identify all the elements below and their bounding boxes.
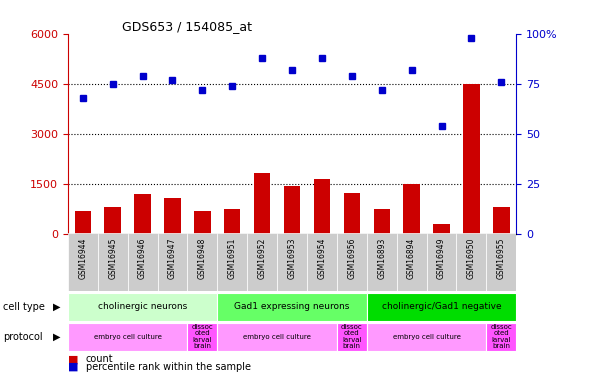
Bar — [486, 232, 516, 291]
Bar — [68, 232, 98, 291]
Text: ▶: ▶ — [53, 302, 61, 312]
Bar — [217, 292, 367, 321]
Bar — [74, 211, 91, 234]
Text: embryo cell culture: embryo cell culture — [243, 334, 311, 340]
Text: GSM16955: GSM16955 — [497, 237, 506, 279]
Text: GSM16945: GSM16945 — [108, 237, 117, 279]
Text: GSM16893: GSM16893 — [377, 237, 386, 279]
Text: cell type: cell type — [3, 302, 45, 312]
Bar — [224, 209, 241, 234]
Text: count: count — [86, 354, 113, 364]
Bar — [127, 232, 158, 291]
Bar — [188, 322, 217, 351]
Bar — [158, 232, 188, 291]
Text: GSM16954: GSM16954 — [317, 237, 326, 279]
Bar — [247, 232, 277, 291]
Text: GSM16948: GSM16948 — [198, 237, 207, 279]
Text: embryo cell culture: embryo cell culture — [94, 334, 162, 340]
Text: GSM16944: GSM16944 — [78, 237, 87, 279]
Bar — [367, 322, 486, 351]
Text: GSM16947: GSM16947 — [168, 237, 177, 279]
Bar — [427, 232, 457, 291]
Text: GSM16946: GSM16946 — [138, 237, 147, 279]
Bar — [217, 322, 337, 351]
Bar — [404, 184, 420, 234]
Text: dissoc
oted
larval
brain: dissoc oted larval brain — [490, 324, 512, 350]
Bar — [194, 211, 211, 234]
Text: protocol: protocol — [3, 332, 42, 342]
Text: dissoc
oted
larval
brain: dissoc oted larval brain — [341, 324, 363, 350]
Bar — [493, 207, 510, 234]
Bar — [433, 224, 450, 234]
Bar — [68, 292, 217, 321]
Bar — [337, 232, 367, 291]
Text: ■: ■ — [68, 354, 78, 364]
Text: GSM16953: GSM16953 — [287, 237, 297, 279]
Bar — [457, 232, 486, 291]
Text: embryo cell culture: embryo cell culture — [392, 334, 461, 340]
Text: percentile rank within the sample: percentile rank within the sample — [86, 362, 251, 372]
Bar — [343, 193, 360, 234]
Text: GDS653 / 154085_at: GDS653 / 154085_at — [122, 20, 252, 33]
Bar — [314, 179, 330, 234]
Bar — [277, 232, 307, 291]
Text: cholinergic/Gad1 negative: cholinergic/Gad1 negative — [382, 302, 502, 311]
Bar — [486, 322, 516, 351]
Bar — [98, 232, 127, 291]
Text: ▶: ▶ — [53, 332, 61, 342]
Bar — [68, 322, 188, 351]
Bar — [284, 186, 300, 234]
Bar — [135, 194, 151, 234]
Bar — [217, 232, 247, 291]
Text: GSM16894: GSM16894 — [407, 237, 416, 279]
Text: GSM16956: GSM16956 — [348, 237, 356, 279]
Bar — [307, 232, 337, 291]
Text: GSM16952: GSM16952 — [258, 237, 267, 279]
Bar — [104, 207, 121, 234]
Bar — [188, 232, 217, 291]
Bar — [373, 209, 390, 234]
Text: GSM16951: GSM16951 — [228, 237, 237, 279]
Text: GSM16949: GSM16949 — [437, 237, 446, 279]
Bar — [367, 232, 396, 291]
Bar — [367, 292, 516, 321]
Text: Gad1 expressing neurons: Gad1 expressing neurons — [234, 302, 350, 311]
Text: ■: ■ — [68, 362, 78, 372]
Bar — [164, 198, 181, 234]
Text: cholinergic neurons: cholinergic neurons — [98, 302, 187, 311]
Text: GSM16950: GSM16950 — [467, 237, 476, 279]
Bar — [254, 172, 270, 234]
Text: dissoc
oted
larval
brain: dissoc oted larval brain — [192, 324, 213, 350]
Bar — [396, 232, 427, 291]
Bar — [337, 322, 367, 351]
Bar — [463, 84, 480, 234]
